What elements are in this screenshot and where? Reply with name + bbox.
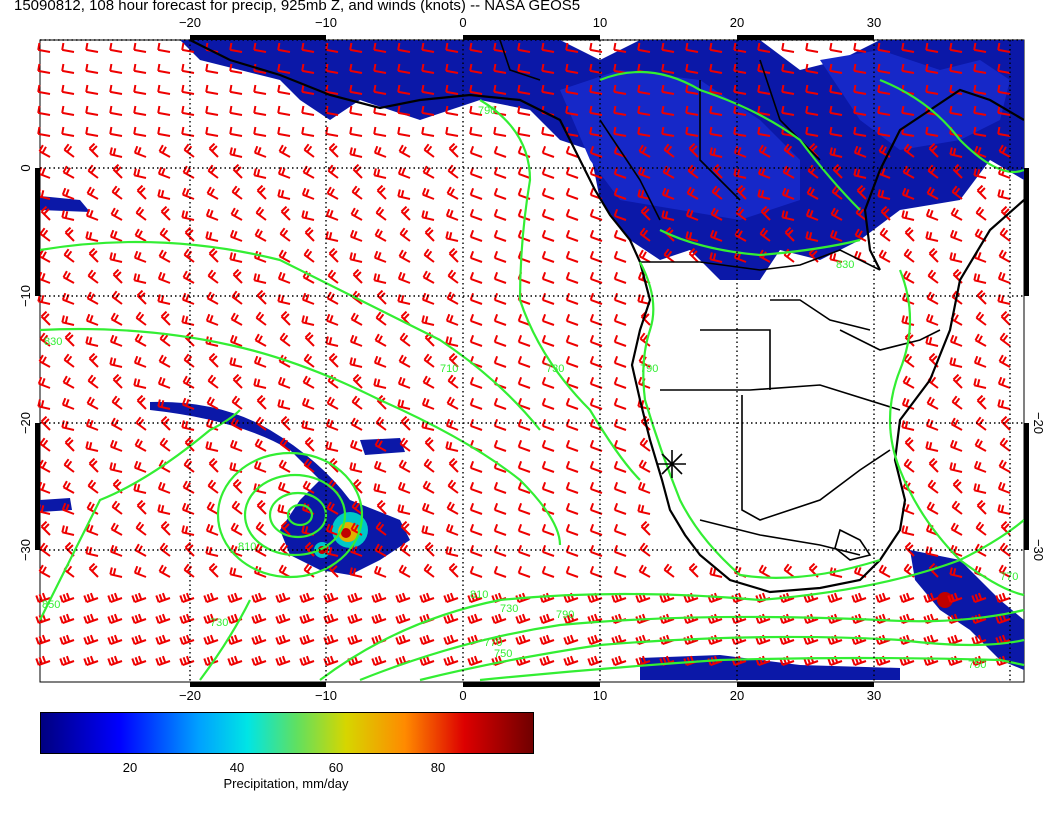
svg-text:730: 730: [546, 363, 564, 375]
svg-text:750: 750: [494, 648, 512, 660]
svg-text:850: 850: [42, 599, 60, 611]
svg-text:730: 730: [210, 617, 228, 629]
axis-stripes: [35, 35, 1029, 687]
coastline: [189, 39, 1025, 594]
top-lon-labels: −20 −10 0 10 20 30: [179, 15, 881, 30]
wind-barbs: [35, 42, 1011, 667]
precipitation-layer: [40, 40, 1024, 680]
svg-text:830: 830: [44, 336, 62, 348]
svg-text:−20: −20: [1031, 412, 1046, 434]
svg-text:790: 790: [478, 105, 496, 117]
svg-text:730: 730: [500, 603, 518, 615]
svg-text:−10: −10: [18, 285, 33, 307]
map-title: 15090812, 108 hour forecast for precip, …: [14, 0, 581, 14]
svg-text:770: 770: [1000, 571, 1018, 583]
svg-text:0: 0: [459, 15, 466, 30]
svg-text:20: 20: [730, 688, 744, 700]
svg-text:0: 0: [459, 688, 466, 700]
svg-text:770: 770: [484, 637, 502, 649]
bottom-lon-labels: −20 −10 0 10 20 30: [179, 688, 881, 700]
svg-text:830: 830: [836, 259, 854, 271]
svg-text:30: 30: [867, 15, 881, 30]
svg-text:10: 10: [593, 688, 607, 700]
svg-text:−20: −20: [18, 412, 33, 434]
left-lat-labels: 0 −10 −20 −30: [18, 164, 33, 561]
precipitation-colorbar: [40, 712, 534, 754]
svg-text:−30: −30: [18, 539, 33, 561]
star-marker: [658, 450, 686, 478]
colorbar-tick: 40: [229, 760, 245, 775]
svg-text:0: 0: [18, 164, 33, 171]
svg-text:810: 810: [238, 541, 256, 553]
svg-text:20: 20: [730, 15, 744, 30]
svg-text:−20: −20: [179, 688, 201, 700]
right-lat-labels: −20 −30: [1031, 412, 1046, 561]
country-borders: [499, 39, 941, 561]
weather-map: 790 830 710 730 810 730 770 750 790 850 …: [18, 15, 1046, 700]
svg-text:−10: −10: [315, 688, 337, 700]
height-contours: [39, 70, 1025, 682]
contour-labels: 790 830 710 730 810 730 770 750 790 850 …: [42, 105, 1018, 671]
svg-text:810: 810: [470, 589, 488, 601]
svg-text:30: 30: [867, 688, 881, 700]
colorbar-tick: 80: [430, 760, 446, 775]
svg-text:−30: −30: [1031, 539, 1046, 561]
svg-text:750: 750: [968, 659, 986, 671]
colorbar-tick: 20: [122, 760, 138, 775]
svg-text:−10: −10: [315, 15, 337, 30]
svg-text:790: 790: [556, 609, 574, 621]
colorbar-label: Precipitation, mm/day: [223, 776, 349, 791]
svg-text:−20: −20: [179, 15, 201, 30]
svg-text:790: 790: [640, 363, 658, 375]
svg-text:710: 710: [440, 363, 458, 375]
svg-text:10: 10: [593, 15, 607, 30]
colorbar-tick: 60: [328, 760, 344, 775]
